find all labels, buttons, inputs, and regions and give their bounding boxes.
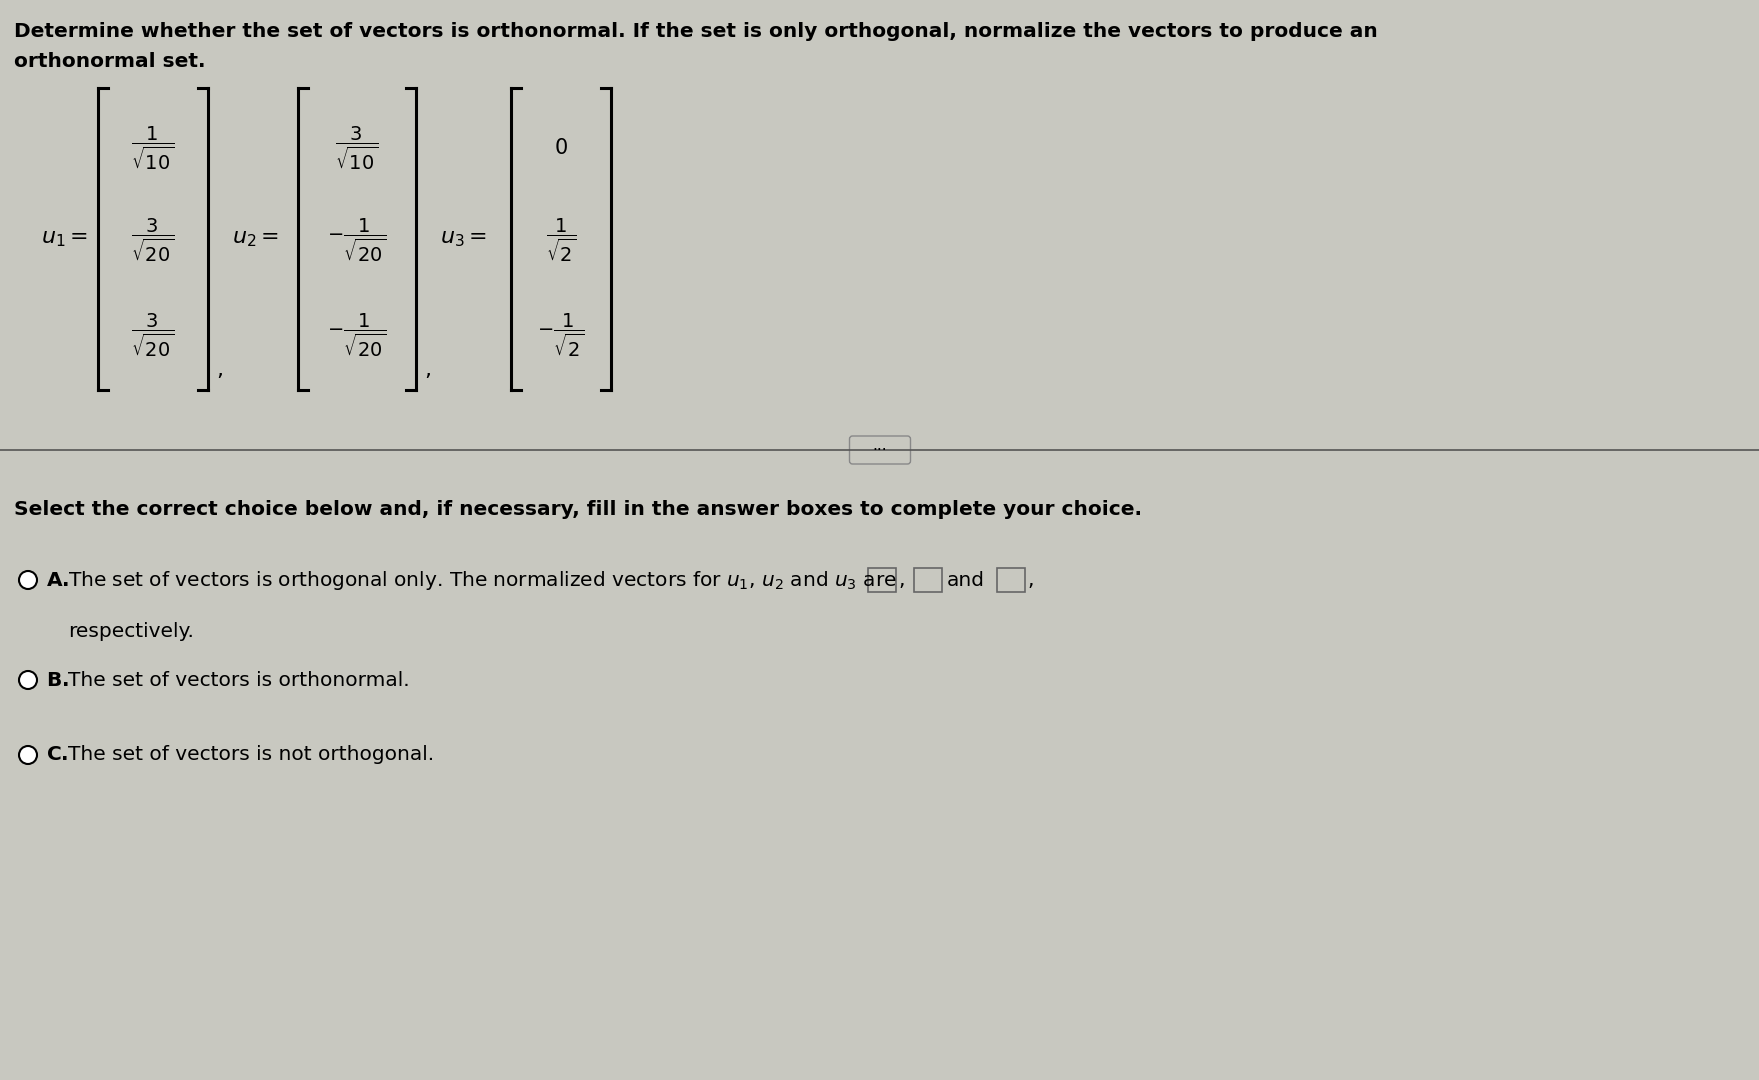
Text: $u_2 =$: $u_2 =$: [232, 229, 280, 249]
Text: $\dfrac{3}{\sqrt{10}}$: $\dfrac{3}{\sqrt{10}}$: [336, 124, 378, 172]
Text: ···: ···: [872, 443, 887, 458]
Text: $u_3 =$: $u_3 =$: [440, 229, 487, 249]
Text: $\dfrac{3}{\sqrt{20}}$: $\dfrac{3}{\sqrt{20}}$: [132, 216, 174, 264]
Text: ,: ,: [1027, 570, 1034, 590]
Text: $\mathbf{C.}$: $\mathbf{C.}$: [46, 745, 69, 765]
Circle shape: [19, 671, 37, 689]
Text: $\dfrac{3}{\sqrt{20}}$: $\dfrac{3}{\sqrt{20}}$: [132, 311, 174, 359]
Circle shape: [19, 746, 37, 764]
Text: $-\dfrac{1}{\sqrt{20}}$: $-\dfrac{1}{\sqrt{20}}$: [327, 216, 387, 264]
Text: The set of vectors is not orthogonal.: The set of vectors is not orthogonal.: [69, 745, 434, 765]
Text: ,: ,: [424, 360, 431, 380]
Text: The set of vectors is orthonormal.: The set of vectors is orthonormal.: [69, 671, 410, 689]
FancyBboxPatch shape: [997, 568, 1025, 592]
Text: respectively.: respectively.: [69, 622, 193, 642]
Text: $\mathbf{A.}$: $\mathbf{A.}$: [46, 570, 69, 590]
Text: orthonormal set.: orthonormal set.: [14, 52, 206, 71]
Text: $-\dfrac{1}{\sqrt{20}}$: $-\dfrac{1}{\sqrt{20}}$: [327, 311, 387, 359]
FancyBboxPatch shape: [867, 568, 895, 592]
Text: Determine whether the set of vectors is orthonormal. If the set is only orthogon: Determine whether the set of vectors is …: [14, 22, 1377, 41]
Text: $\dfrac{1}{\sqrt{10}}$: $\dfrac{1}{\sqrt{10}}$: [132, 124, 174, 172]
Text: $0$: $0$: [554, 138, 568, 158]
Circle shape: [19, 571, 37, 589]
Text: $\dfrac{1}{\sqrt{2}}$: $\dfrac{1}{\sqrt{2}}$: [545, 216, 577, 264]
FancyBboxPatch shape: [915, 568, 943, 592]
Text: $-\dfrac{1}{\sqrt{2}}$: $-\dfrac{1}{\sqrt{2}}$: [538, 311, 584, 359]
FancyBboxPatch shape: [850, 436, 911, 464]
Text: The set of vectors is orthogonal only. The normalized vectors for $u_1$, $u_2$ a: The set of vectors is orthogonal only. T…: [69, 568, 897, 592]
Text: ,: ,: [899, 570, 904, 590]
Text: $\mathbf{B.}$: $\mathbf{B.}$: [46, 671, 69, 689]
Text: $u_1 =$: $u_1 =$: [40, 229, 88, 249]
Text: and: and: [946, 570, 985, 590]
Text: Select the correct choice below and, if necessary, fill in the answer boxes to c: Select the correct choice below and, if …: [14, 500, 1142, 519]
Text: ,: ,: [216, 360, 223, 380]
